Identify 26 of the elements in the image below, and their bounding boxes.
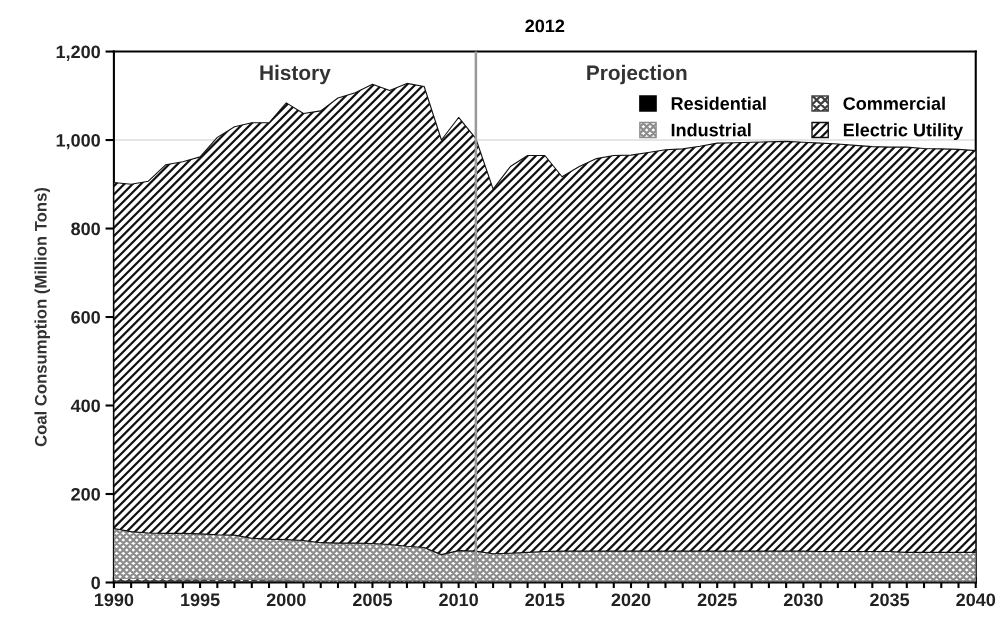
x-tick-label: 2005 [353,593,393,607]
x-tick-label: 1995 [181,593,220,607]
y-axis-title: Coal Consumption (Million Tons) [34,187,50,447]
legend-label: Electric Utility [843,123,964,140]
y-tick-label: 600 [71,310,100,324]
x-tick-label: 2040 [956,593,996,607]
x-tick-label: 1990 [94,593,134,607]
x-tick-label: 2000 [266,593,306,607]
legend-label: Residential [671,96,766,110]
y-tick-label: 1,000 [56,133,100,150]
annotation: Projection [587,64,687,85]
x-tick-label: 2025 [697,593,737,607]
annotation: History [260,64,331,85]
legend-label: Commercial [843,96,945,110]
y-tick-label: 1,200 [56,45,100,61]
y-tick-label: 800 [71,222,100,236]
y-tick-label: 0 [91,576,100,590]
x-tick-label: 2020 [611,593,651,607]
x-tick-label: 2015 [525,593,565,607]
x-tick-label: 2030 [783,593,823,607]
chart-title: 2012 [525,19,565,33]
legend-label: Industrial [671,123,751,137]
y-tick-label: 200 [71,487,100,501]
y-tick-label: 400 [70,399,100,413]
x-tick-label: 2035 [870,593,910,607]
x-tick-label: 2010 [439,593,478,607]
